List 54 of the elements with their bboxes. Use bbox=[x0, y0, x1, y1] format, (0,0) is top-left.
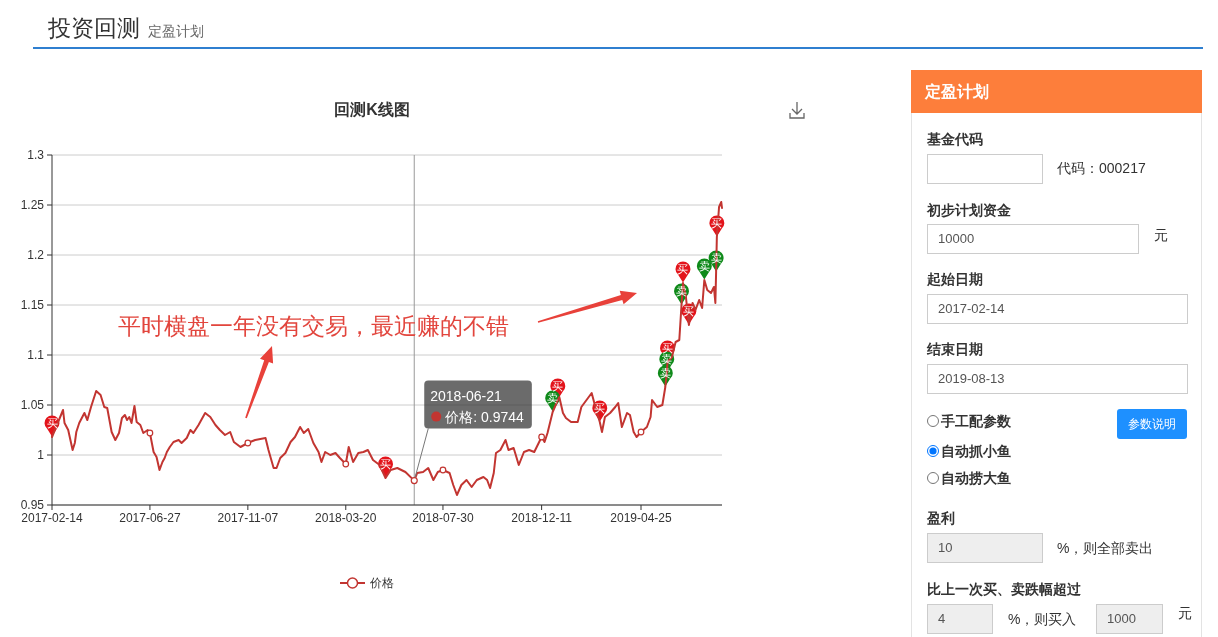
data-label: 卖 bbox=[698, 259, 710, 272]
text: 起始日期 bbox=[927, 271, 983, 287]
x-tick-label: 2019-04-25 bbox=[610, 511, 673, 525]
text: 定盈计划 bbox=[148, 23, 204, 39]
text: 2017-02-14 bbox=[927, 294, 1188, 324]
text: 初步计划资金 bbox=[927, 202, 1011, 218]
text: 投资回测 bbox=[47, 15, 140, 41]
data-label: 买 bbox=[677, 262, 689, 275]
text: 结束日期 bbox=[927, 341, 983, 357]
x-tick-label: 2017-06-27 bbox=[119, 511, 181, 525]
annotation: 2018-06-21 价格: 0.9744 bbox=[430, 387, 525, 425]
x-tick-label: 2018-12-11 bbox=[511, 511, 573, 525]
y-tick-label: 1.05 bbox=[20, 398, 45, 412]
text: 10 bbox=[927, 533, 1043, 563]
text: 10000 bbox=[927, 224, 1139, 254]
text: %，则全部卖出 bbox=[1057, 540, 1154, 556]
text: 定盈计划 bbox=[911, 70, 1202, 113]
text: %，则买入 bbox=[1008, 611, 1077, 627]
x-tick-label: 2017-02-14 bbox=[21, 511, 84, 525]
text: 盈利 bbox=[927, 510, 955, 526]
text: 自动抓小鱼 bbox=[941, 443, 1011, 459]
y-tick-label: 0.95 bbox=[20, 498, 45, 512]
text: 元 bbox=[1178, 605, 1192, 621]
text: 参数说明 bbox=[1117, 409, 1187, 439]
data-label: 买 bbox=[711, 216, 723, 229]
x-tick-label: 2018-07-30 bbox=[412, 511, 474, 525]
x-tick-label: 2018-03-20 bbox=[315, 511, 377, 525]
y-tick-label: 1.25 bbox=[20, 198, 45, 212]
y-tick-label: 1.3 bbox=[27, 148, 45, 162]
data-label: 买 bbox=[552, 379, 564, 392]
text: 1000 bbox=[1096, 604, 1163, 634]
text: 自动捞大鱼 bbox=[941, 470, 1011, 486]
data-label: 买 bbox=[46, 416, 58, 429]
y-tick-label: 1 bbox=[37, 448, 45, 462]
chart-title: 回测K线图 bbox=[334, 101, 410, 118]
text: 代码：000217 bbox=[1057, 160, 1146, 176]
legend: 价格 bbox=[339, 576, 394, 590]
y-tick-label: 1.1 bbox=[27, 348, 45, 362]
data-label: 买 bbox=[662, 341, 674, 354]
data-label: 买 bbox=[380, 457, 392, 470]
text: 手工配参数 bbox=[941, 413, 1011, 429]
data-label: 卖 bbox=[547, 391, 559, 404]
text: 2019-08-13 bbox=[927, 364, 1188, 394]
y-tick-label: 1.2 bbox=[27, 248, 45, 262]
y-tick-label: 1.15 bbox=[20, 298, 45, 312]
text: 比上一次买、卖跌幅超过 bbox=[927, 581, 1081, 597]
annotation: 平时横盘一年没有交易，最近赚的不错 bbox=[118, 314, 509, 339]
text: 元 bbox=[1154, 227, 1168, 243]
x-tick-label: 2017-11-07 bbox=[217, 511, 279, 525]
text: 4 bbox=[927, 604, 993, 634]
data-label: 买 bbox=[683, 304, 695, 317]
data-label: 买 bbox=[594, 401, 606, 414]
text: 基金代码 bbox=[927, 131, 983, 147]
legend-label: 价格 bbox=[369, 576, 394, 590]
